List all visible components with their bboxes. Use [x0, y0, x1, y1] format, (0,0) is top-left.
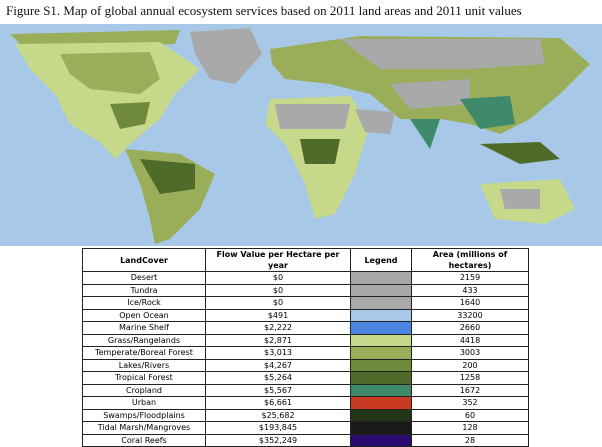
column-header: Area (millions of hectares)	[411, 248, 529, 272]
area-cell: 200	[411, 358, 529, 372]
table-row: Ice/Rock $0 1640	[82, 296, 529, 310]
table-row: Desert $0 2159	[82, 271, 529, 285]
legend-swatch	[350, 383, 412, 397]
legend-swatch	[350, 321, 412, 335]
legend-swatch	[350, 271, 412, 285]
legend-swatch	[350, 408, 412, 422]
landcover-cell: Grass/Rangelands	[82, 333, 206, 347]
area-cell: 4418	[411, 333, 529, 347]
table-row: Cropland $5,567 1672	[82, 383, 529, 397]
flow-value-cell: $2,871	[205, 333, 351, 347]
flow-value-cell: $352,249	[205, 433, 351, 447]
legend-swatch	[350, 308, 412, 322]
column-header: Flow Value per Hectare per year	[205, 248, 351, 272]
flow-value-cell: $25,682	[205, 408, 351, 422]
landcover-cell: Tundra	[82, 283, 206, 297]
flow-value-cell: $0	[205, 283, 351, 297]
column-header: LandCover	[82, 248, 206, 272]
header-row: LandCover Flow Value per Hectare per year…	[82, 248, 529, 272]
flow-value-cell: $4,267	[205, 358, 351, 372]
table-row: Open Ocean $491 33200	[82, 308, 529, 322]
area-cell: 1672	[411, 383, 529, 397]
figure-title: Figure S1. Map of global annual ecosyste…	[6, 3, 522, 18]
landcover-cell: Coral Reefs	[82, 433, 206, 447]
legend-swatch	[350, 433, 412, 447]
area-cell: 352	[411, 396, 529, 410]
flow-value-cell: $6,661	[205, 396, 351, 410]
legend-swatch	[350, 283, 412, 297]
table-row: Coral Reefs $352,249 28	[82, 433, 529, 447]
legend-swatch	[350, 358, 412, 372]
flow-value-cell: $5,567	[205, 383, 351, 397]
table-row: Tidal Marsh/Mangroves $193,845 128	[82, 421, 529, 435]
world-map	[0, 24, 602, 246]
table-row: Lakes/Rivers $4,267 200	[82, 358, 529, 372]
legend-swatch	[350, 346, 412, 360]
area-cell: 433	[411, 283, 529, 297]
table-row: Swamps/Floodplains $25,682 60	[82, 408, 529, 422]
area-cell: 33200	[411, 308, 529, 322]
area-cell: 2159	[411, 271, 529, 285]
area-cell: 1640	[411, 296, 529, 310]
legend-swatch	[350, 396, 412, 410]
table-row: Tropical Forest $5,264 1258	[82, 371, 529, 385]
landcover-cell: Lakes/Rivers	[82, 358, 206, 372]
area-cell: 28	[411, 433, 529, 447]
area-cell: 1258	[411, 371, 529, 385]
landcover-cell: Urban	[82, 396, 206, 410]
legend-swatch	[350, 371, 412, 385]
table-row: Temperate/Boreal Forest $3,013 3003	[82, 346, 529, 360]
landcover-cell: Cropland	[82, 383, 206, 397]
table-row: Grass/Rangelands $2,871 4418	[82, 333, 529, 347]
legend-swatch	[350, 296, 412, 310]
area-cell: 2660	[411, 321, 529, 335]
landcover-cell: Temperate/Boreal Forest	[82, 346, 206, 360]
area-cell: 128	[411, 421, 529, 435]
table-row: Marine Shelf $2,222 2660	[82, 321, 529, 335]
flow-value-cell: $2,222	[205, 321, 351, 335]
flow-value-cell: $5,264	[205, 371, 351, 385]
area-cell: 3003	[411, 346, 529, 360]
landcover-cell: Tropical Forest	[82, 371, 206, 385]
flow-value-cell: $491	[205, 308, 351, 322]
landcover-table: LandCover Flow Value per Hectare per year…	[82, 248, 529, 447]
column-header: Legend	[350, 248, 412, 272]
area-cell: 60	[411, 408, 529, 422]
legend-swatch	[350, 333, 412, 347]
table-row: Urban $6,661 352	[82, 396, 529, 410]
flow-value-cell: $0	[205, 296, 351, 310]
flow-value-cell: $193,845	[205, 421, 351, 435]
landcover-cell: Open Ocean	[82, 308, 206, 322]
flow-value-cell: $0	[205, 271, 351, 285]
landcover-cell: Desert	[82, 271, 206, 285]
flow-value-cell: $3,013	[205, 346, 351, 360]
landcover-cell: Ice/Rock	[82, 296, 206, 310]
landcover-cell: Swamps/Floodplains	[82, 408, 206, 422]
table-row: Tundra $0 433	[82, 283, 529, 297]
legend-swatch	[350, 421, 412, 435]
landcover-cell: Tidal Marsh/Mangroves	[82, 421, 206, 435]
landcover-cell: Marine Shelf	[82, 321, 206, 335]
